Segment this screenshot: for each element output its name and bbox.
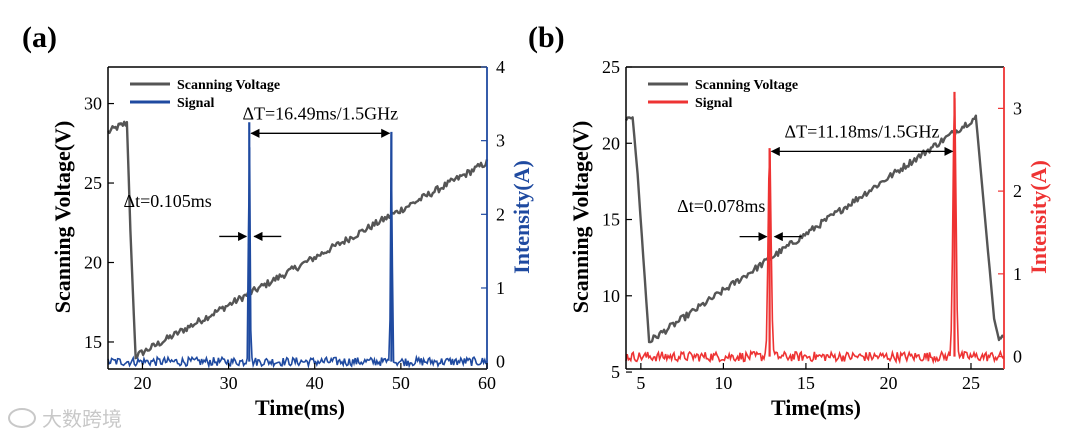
y-axis-label-right-a: Intensity(A) (509, 160, 534, 274)
legend-label-scanning-voltage-b: Scanning Voltage (695, 78, 798, 93)
y-left-tick-label-b-15: 15 (602, 210, 620, 230)
y-left-tick-label-b-10: 10 (602, 286, 620, 306)
legend-a: Scanning Voltage Signal (130, 78, 280, 111)
legend-b: Scanning Voltage Signal (648, 78, 798, 111)
watermark-text: 大数跨境 (42, 407, 122, 431)
x-tick-label-b-20: 20 (879, 373, 897, 393)
x-tick-label-b-25: 25 (962, 373, 980, 393)
y-axis-label-left-b: Scanning Voltage(V) (568, 121, 593, 314)
plot-area-b: 5 10 15 20 25 5 10 15 20 25 0 1 2 3 (602, 57, 1022, 393)
panel-label-a: (a) (22, 21, 57, 54)
y-axis-label-right-b: Intensity(A) (1026, 160, 1051, 274)
y-right-tick-label-b-3: 3 (1013, 98, 1022, 118)
y-right-tick-label-b-0: 0 (1013, 347, 1022, 367)
x-axis-label-b: Time(ms) (771, 395, 861, 420)
y-right-tick-label-a-2: 2 (496, 204, 505, 224)
scanning-voltage-line-a (107, 120, 489, 360)
x-tick-label-a-20: 20 (133, 373, 151, 393)
y-right-tick-label-b-2: 2 (1013, 181, 1022, 201)
x-tick-label-b-15: 15 (797, 373, 815, 393)
legend-label-scanning-voltage-a: Scanning Voltage (177, 78, 280, 93)
delta-T-label-a: ΔT=16.49ms/1.5GHz (242, 103, 398, 123)
plot-area-a: 20 30 40 50 60 15 20 25 30 0 1 2 3 4 (84, 57, 505, 393)
delta-t-label-a: Δt=0.105ms (124, 191, 212, 211)
signal-line-b (625, 98, 1005, 365)
panel-b: (b) 5 10 15 20 25 5 10 15 20 25 0 1 2 3 Scanning Volt… (528, 21, 1051, 420)
x-tick-label-b-5: 5 (636, 373, 645, 393)
y-left-tick-label-a-30: 30 (84, 94, 102, 114)
legend-label-signal-a: Signal (177, 96, 214, 111)
scanning-voltage-line-b (624, 114, 1005, 344)
x-tick-label-b-10: 10 (714, 373, 732, 393)
y-right-tick-label-a-0: 0 (496, 352, 505, 372)
y-right-tick-label-b-1: 1 (1013, 264, 1022, 284)
delta-T-label-b: ΔT=11.18ms/1.5GHz (785, 121, 940, 141)
y-left-tick-label-b-5: 5 (611, 362, 620, 382)
y-left-tick-label-b-20: 20 (602, 133, 620, 153)
y-right-tick-label-a-1: 1 (496, 278, 505, 298)
y-right-tick-label-a-3: 3 (496, 131, 505, 151)
x-tick-label-a-50: 50 (392, 373, 410, 393)
x-tick-label-a-60: 60 (478, 373, 496, 393)
delta-t-label-b: Δt=0.078ms (677, 196, 765, 216)
panel-label-b: (b) (528, 21, 565, 54)
y-right-tick-label-a-4: 4 (496, 57, 505, 77)
y-axis-label-left-a: Scanning Voltage(V) (50, 121, 75, 314)
y-left-tick-label-a-25: 25 (84, 173, 102, 193)
watermark-logo-icon (8, 408, 36, 428)
x-axis-label-a: Time(ms) (255, 395, 345, 420)
legend-label-signal-b: Signal (695, 96, 732, 111)
watermark: 大数跨境 (8, 407, 122, 431)
y-left-tick-label-b-25: 25 (602, 57, 620, 77)
x-tick-label-a-40: 40 (306, 373, 324, 393)
y-left-tick-label-a-15: 15 (84, 332, 102, 352)
x-tick-label-a-30: 30 (220, 373, 238, 393)
panel-a: (a) 20 30 40 50 60 15 20 25 30 0 1 2 3 4 Scanning Vol… (22, 21, 534, 420)
y-left-tick-label-a-20: 20 (84, 253, 102, 273)
signal-line-a (107, 134, 487, 369)
